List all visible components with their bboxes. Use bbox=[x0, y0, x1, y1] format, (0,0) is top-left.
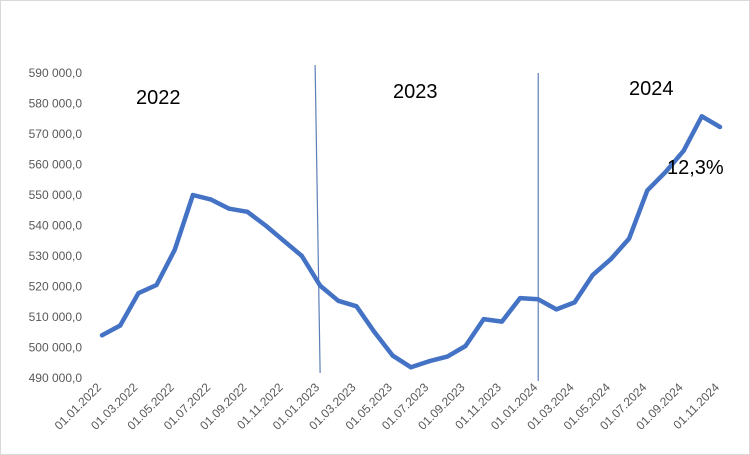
y-tick-label: 500 000,0 bbox=[29, 341, 83, 355]
data-point bbox=[699, 114, 704, 119]
y-tick-label: 490 000,0 bbox=[29, 371, 83, 385]
data-point bbox=[318, 283, 323, 288]
data-point bbox=[499, 319, 504, 324]
data-point bbox=[590, 272, 595, 277]
annotation-change-percent: 12,3% bbox=[667, 157, 724, 179]
y-tick-label: 530 000,0 bbox=[29, 249, 83, 263]
data-point bbox=[518, 296, 523, 301]
data-point bbox=[536, 297, 541, 302]
y-axis: 490 000,0 500 000,0 510 000,0 520 000,0 530 … bbox=[29, 66, 83, 385]
data-point bbox=[354, 304, 359, 309]
data-point bbox=[190, 193, 195, 197]
annotation-year-2023: 2023 bbox=[393, 81, 438, 103]
y-tick-label: 520 000,0 bbox=[29, 280, 83, 294]
data-point bbox=[463, 343, 468, 348]
data-point bbox=[481, 317, 486, 322]
series-group bbox=[99, 114, 723, 370]
annotation-year-2024: 2024 bbox=[629, 78, 674, 100]
data-point bbox=[118, 323, 123, 328]
y-tick-label: 580 000,0 bbox=[29, 97, 83, 111]
series-line bbox=[99, 114, 723, 370]
data-point bbox=[608, 257, 613, 262]
annotation-year-2022: 2022 bbox=[136, 87, 181, 109]
data-point bbox=[718, 124, 722, 129]
data-point bbox=[172, 247, 177, 252]
y-tick-label: 550 000,0 bbox=[29, 188, 83, 202]
y-tick-label: 560 000,0 bbox=[29, 158, 83, 172]
data-point bbox=[572, 300, 577, 305]
data-point bbox=[445, 354, 450, 359]
x-axis: 01.01.202201.03.202201.05.202201.07.2022… bbox=[52, 380, 723, 433]
data-point bbox=[554, 307, 559, 312]
data-point bbox=[336, 298, 341, 303]
data-point bbox=[663, 170, 668, 175]
year-separators bbox=[314, 64, 539, 381]
data-point bbox=[409, 365, 413, 370]
data-point bbox=[299, 254, 304, 258]
data-point bbox=[281, 238, 286, 243]
year-separator-line bbox=[314, 64, 321, 374]
data-point bbox=[427, 359, 432, 364]
y-tick-label: 540 000,0 bbox=[29, 219, 83, 233]
data-point bbox=[627, 236, 632, 241]
data-point bbox=[245, 209, 250, 214]
data-point bbox=[209, 197, 214, 202]
data-point bbox=[136, 291, 141, 296]
y-tick-label: 590 000,0 bbox=[29, 66, 83, 80]
data-point bbox=[372, 330, 377, 335]
data-point bbox=[681, 148, 686, 153]
data-point bbox=[227, 206, 232, 211]
data-point bbox=[645, 188, 650, 193]
y-tick-label: 510 000,0 bbox=[29, 310, 83, 324]
data-point bbox=[390, 353, 395, 358]
data-point bbox=[154, 282, 159, 287]
data-point bbox=[263, 223, 268, 228]
data-point bbox=[100, 333, 104, 338]
y-tick-label: 570 000,0 bbox=[29, 127, 83, 141]
